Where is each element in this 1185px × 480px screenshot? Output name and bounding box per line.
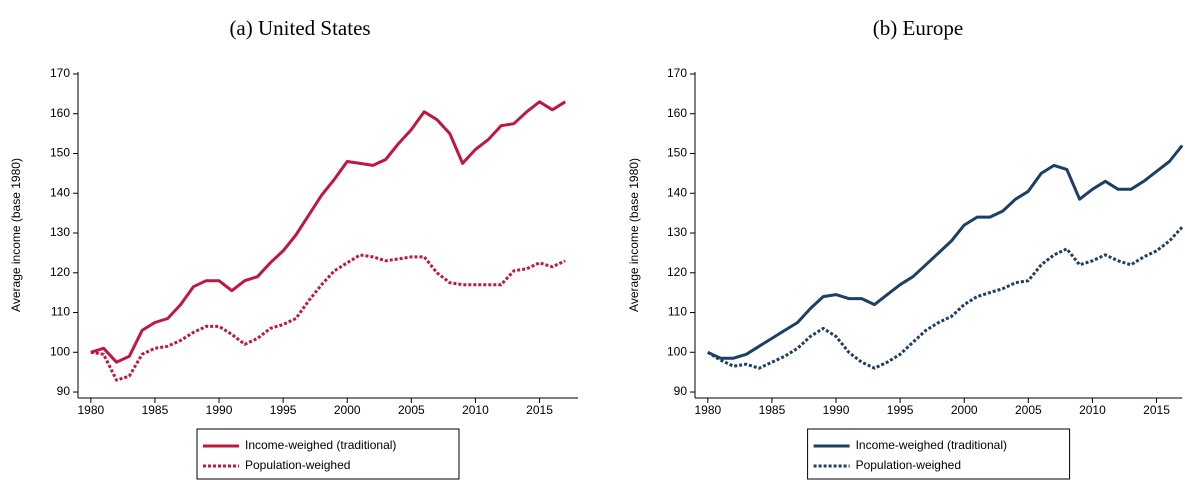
y-tick-label: 90 [674,384,688,398]
x-tick-label: 2010 [462,403,489,417]
y-tick-label: 120 [50,265,70,279]
legend-box [807,428,1071,480]
x-tick-label: 2005 [398,403,425,417]
series-line [90,100,566,364]
x-tick-label: 2000 [334,403,361,417]
y-tick-label: 110 [51,305,70,319]
legend-label: Population-weighed [856,458,961,472]
x-tick-label: 2005 [1015,403,1042,417]
y-tick-label: 100 [667,344,687,358]
series-line [707,144,1184,360]
y-tick-label: 150 [50,146,70,160]
y-tick-label: 170 [667,66,687,80]
x-tick-label: 1980 [77,403,104,417]
legend-label: Income-weighed (traditional) [856,438,1007,452]
x-tick-label: 2000 [951,403,978,417]
y-tick-label: 130 [50,225,70,239]
x-tick-label: 1995 [887,403,914,417]
x-tick-label: 2015 [1143,403,1170,417]
y-tick-label: 160 [50,106,70,120]
x-tick-label: 1990 [206,403,233,417]
series-line [707,225,1184,370]
y-tick-label: 140 [667,185,687,199]
legend-label: Income-weighed (traditional) [245,438,396,452]
x-tick-label: 2015 [526,403,553,417]
x-tick-label: 1995 [270,403,297,417]
panel-title: (a) United States [229,16,370,40]
y-axis-label: Average income (base 1980) [627,158,641,312]
series-line [90,253,566,382]
y-tick-label: 150 [667,146,687,160]
y-tick-label: 170 [50,66,70,80]
y-tick-label: 120 [667,265,687,279]
x-tick-label: 2010 [1079,403,1106,417]
x-tick-label: 1990 [823,403,850,417]
legend-box [196,428,460,480]
panel-title: (b) Europe [873,16,963,40]
y-tick-label: 160 [667,106,687,120]
x-tick-label: 1980 [694,403,721,417]
legend-label: Population-weighed [245,458,350,472]
y-tick-label: 90 [57,384,71,398]
x-tick-label: 1985 [142,403,169,417]
y-tick-label: 130 [667,225,687,239]
y-tick-label: 140 [50,185,70,199]
y-axis-label: Average income (base 1980) [9,158,23,312]
y-tick-label: 100 [50,344,70,358]
y-tick-label: 110 [668,305,687,319]
x-tick-label: 1985 [759,403,786,417]
